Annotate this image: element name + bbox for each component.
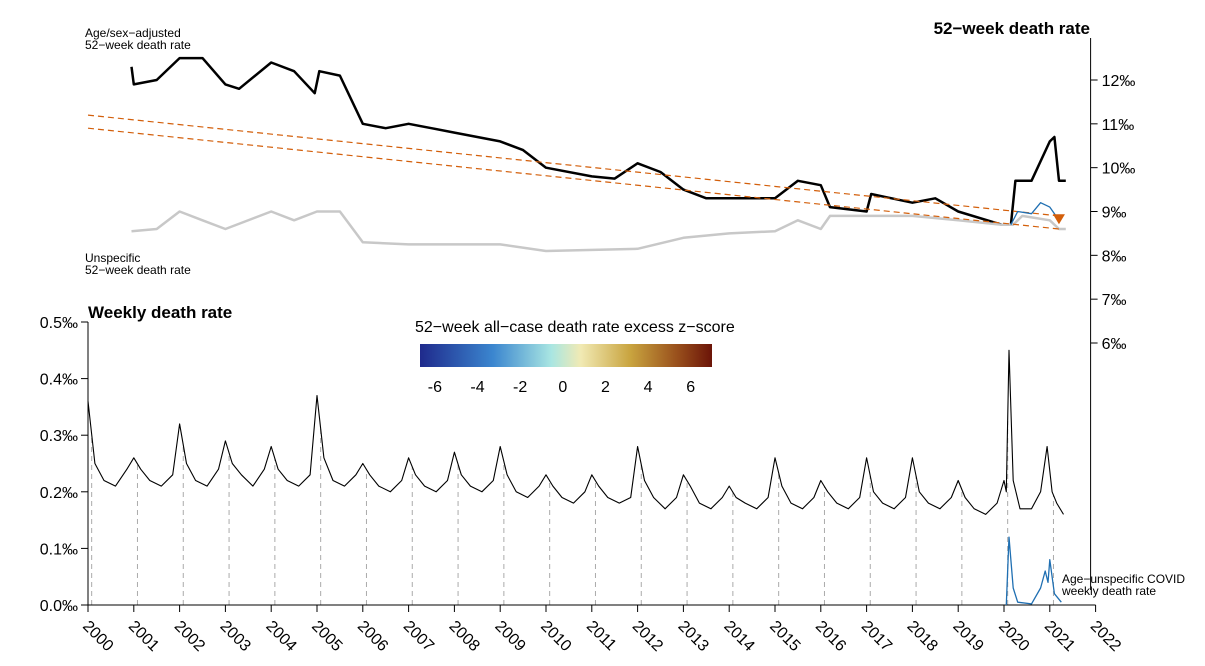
y-tick-label: 0.0‰ [40, 598, 78, 615]
series-label-line: weekly death rate [1061, 584, 1156, 598]
x-tick-label: 2003 [217, 618, 254, 655]
x-tick-label: 2001 [125, 618, 162, 655]
colorbar-tick-label: 6 [686, 379, 695, 396]
x-tick-label: 2009 [491, 618, 528, 655]
x-tick-label: 2008 [446, 618, 483, 655]
y2-tick-label: 12‰ [1102, 73, 1136, 90]
x-tick-label: 2018 [904, 618, 941, 655]
colorbar-tick-label: -6 [428, 379, 442, 396]
x-tick-label: 2013 [675, 618, 712, 655]
y-tick-label: 0.2‰ [40, 485, 78, 502]
y2-tick-label: 9‰ [1102, 205, 1127, 222]
series-label-line: Unspecific [85, 251, 140, 265]
series-label: Age/sex−adjusted 52−week death rate [85, 26, 191, 52]
x-tick-label: 2005 [308, 618, 345, 655]
colorbar-tick-label: 4 [644, 379, 653, 396]
series-line [1010, 202, 1060, 225]
x-tick-label: 2004 [262, 618, 299, 655]
series-label: Age−unspecific COVID weekly death rate [1061, 572, 1185, 598]
colorbar-tick-label: 0 [558, 379, 567, 396]
series-label-line: Age−unspecific COVID [1062, 572, 1185, 586]
chart-subtitle: Weekly death rate [88, 303, 232, 322]
x-tick-label: 2006 [354, 618, 391, 655]
colorbar-tick-label: -4 [470, 379, 484, 396]
series-line [87, 127, 1060, 230]
colorbar-tick-label: -2 [513, 379, 527, 396]
y2-tick-label: 6‰ [1102, 336, 1127, 353]
series-line [87, 114, 1060, 217]
y2-tick-label: 10‰ [1102, 161, 1136, 178]
x-tick-label: 2000 [79, 618, 116, 655]
point-marker [1052, 214, 1065, 225]
x-tick-label: 2017 [858, 618, 895, 655]
colorbar-title: 52−week all−case death rate excess z−sco… [415, 319, 735, 336]
series-label: Unspecific 52−week death rate [85, 251, 191, 277]
y-tick-label: 0.4‰ [40, 372, 78, 389]
y-tick-label: 0.5‰ [40, 315, 78, 332]
x-tick-label: 2020 [995, 618, 1032, 655]
y2-tick-label: 7‰ [1102, 292, 1127, 309]
x-tick-label: 2015 [766, 618, 803, 655]
chart-title: 52−week death rate [934, 19, 1090, 38]
series-label-line: 52−week death rate [85, 38, 191, 52]
series-label-line: Age/sex−adjusted [85, 26, 181, 40]
series-line [131, 210, 1066, 253]
y2-tick-label: 8‰ [1102, 248, 1127, 265]
y-tick-label: 0.3‰ [40, 428, 78, 445]
series-line [1005, 536, 1062, 606]
series-line [87, 349, 1064, 515]
x-tick-label: 2022 [1087, 618, 1124, 655]
x-tick-label: 2007 [400, 618, 437, 655]
colorbar [420, 344, 712, 367]
series-label-line: 52−week death rate [85, 263, 191, 277]
series-line [130, 56, 1066, 226]
x-tick-label: 2012 [629, 618, 666, 655]
x-tick-label: 2019 [949, 618, 986, 655]
x-tick-label: 2010 [537, 618, 574, 655]
y-tick-label: 0.1‰ [40, 541, 78, 558]
x-tick-label: 2011 [583, 618, 619, 654]
x-tick-label: 2002 [171, 618, 208, 655]
colorbar-tick-label: 2 [601, 379, 610, 396]
x-tick-label: 2021 [1041, 618, 1078, 655]
y2-tick-label: 11‰ [1102, 117, 1135, 134]
x-tick-label: 2016 [812, 618, 849, 655]
x-tick-label: 2014 [720, 618, 757, 655]
